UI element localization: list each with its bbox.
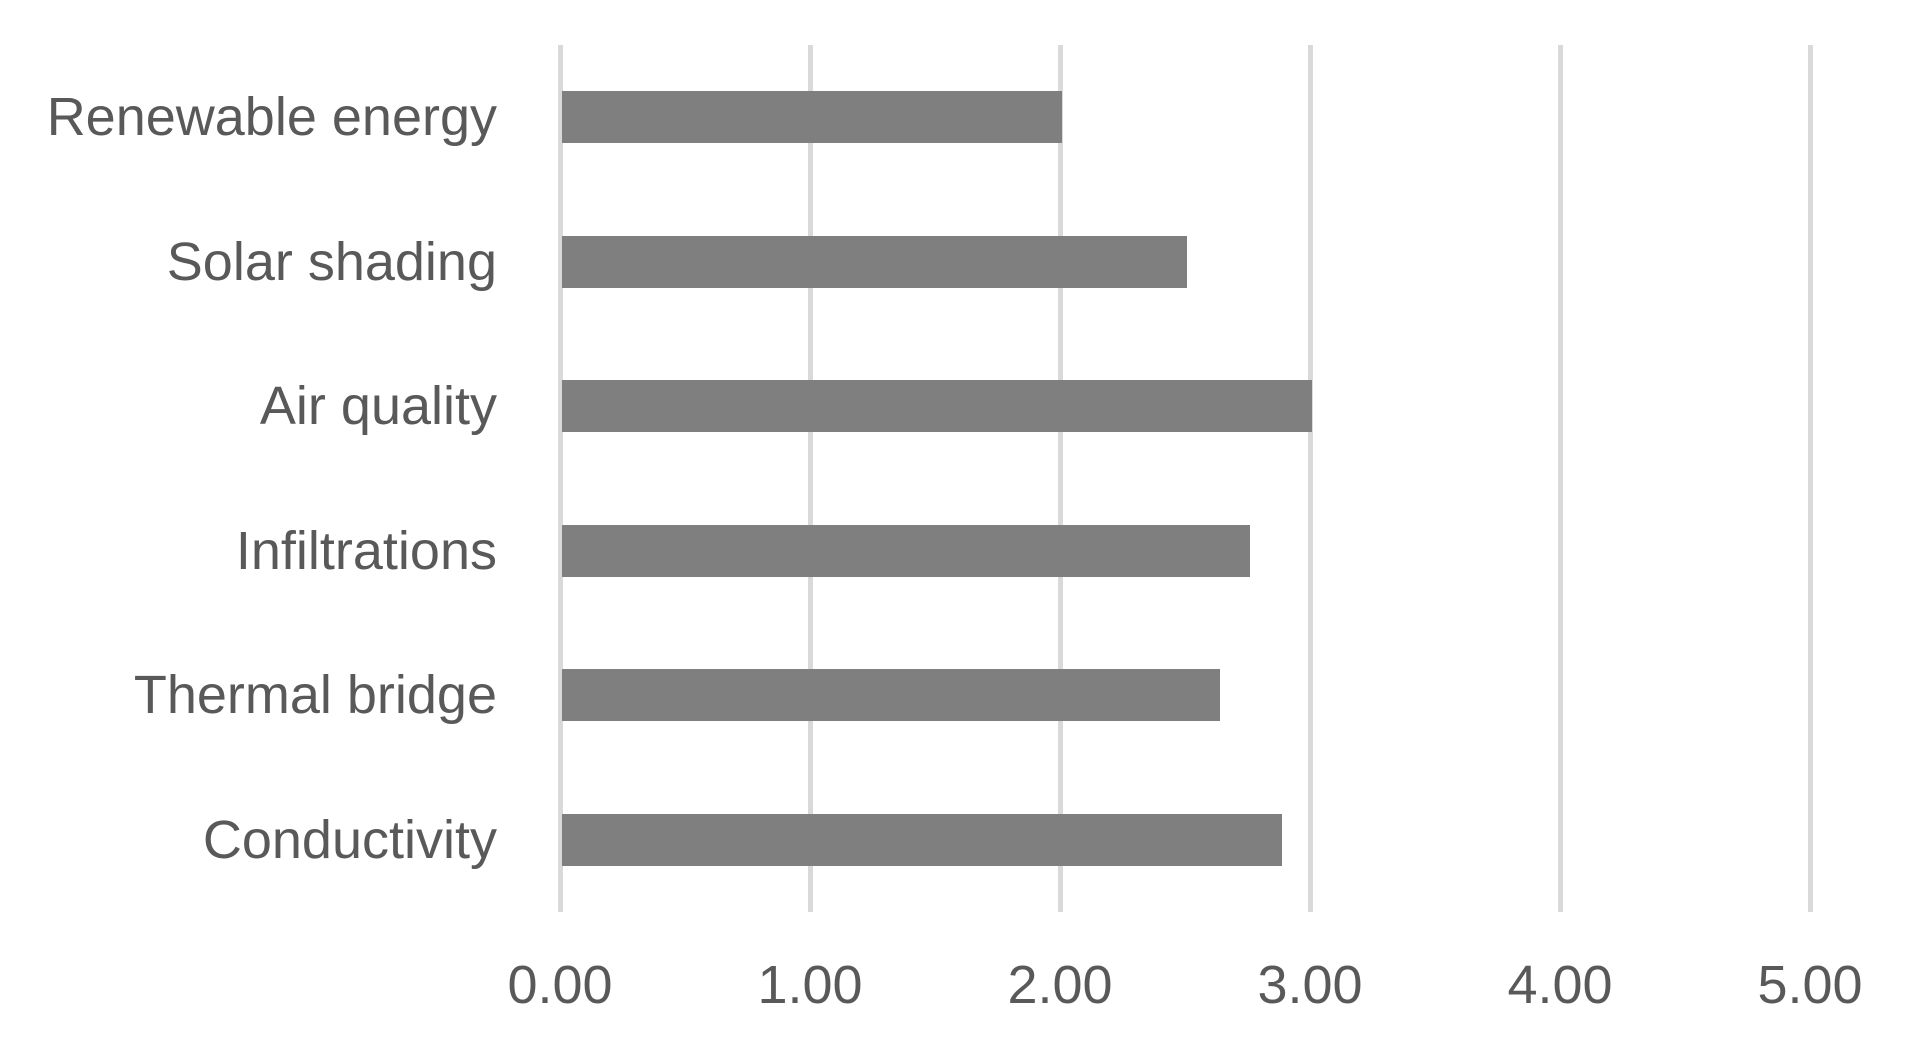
x-axis-tick-label: 0.00 (507, 955, 613, 1015)
bar (562, 669, 1220, 722)
bar (562, 524, 1250, 577)
gridline (807, 45, 813, 912)
x-axis-tick-label: 1.00 (757, 955, 863, 1015)
x-axis-tick-label: 3.00 (1257, 955, 1363, 1015)
bar (562, 380, 1312, 433)
bar (562, 91, 1062, 144)
gridline (1307, 45, 1313, 912)
category-label: Thermal bridge (133, 665, 497, 726)
bar (562, 813, 1282, 866)
gridline (1557, 45, 1563, 912)
x-axis-tick-label: 2.00 (1007, 955, 1113, 1015)
gridline (557, 45, 563, 912)
category-label: Renewable energy (46, 87, 497, 148)
category-label: Infiltrations (235, 520, 497, 581)
category-label: Conductivity (202, 809, 497, 870)
bar (562, 235, 1187, 288)
x-axis-tick-label: 4.00 (1507, 955, 1613, 1015)
category-label: Solar shading (166, 231, 497, 292)
gridline (1807, 45, 1813, 912)
gridline (1057, 45, 1063, 912)
x-axis-tick-label: 5.00 (1757, 955, 1863, 1015)
category-label: Air quality (259, 376, 497, 437)
